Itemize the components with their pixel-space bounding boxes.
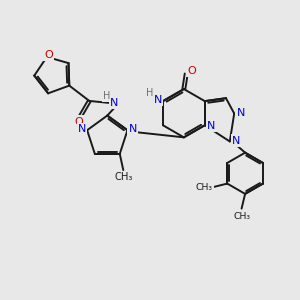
Text: CH₃: CH₃	[115, 172, 134, 182]
Text: N: N	[154, 94, 162, 105]
Text: H: H	[146, 88, 153, 98]
Text: CH₃: CH₃	[196, 184, 213, 193]
Text: N: N	[207, 121, 215, 131]
Text: O: O	[44, 50, 53, 60]
Text: O: O	[74, 116, 83, 127]
Text: CH₃: CH₃	[234, 212, 251, 221]
Text: N: N	[110, 98, 118, 108]
Text: O: O	[187, 66, 196, 76]
Text: N: N	[78, 124, 86, 134]
Text: N: N	[236, 108, 245, 118]
Text: N: N	[129, 124, 137, 134]
Text: H: H	[103, 91, 110, 101]
Text: N: N	[232, 136, 241, 146]
